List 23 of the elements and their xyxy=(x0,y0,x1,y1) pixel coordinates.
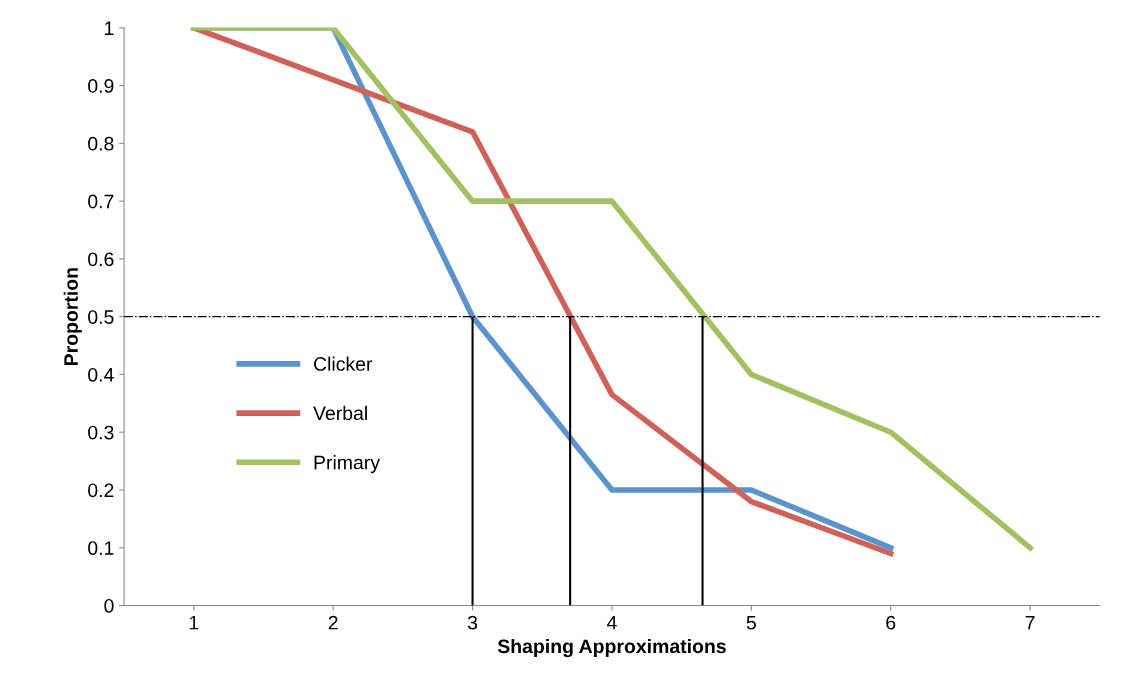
x-tick-label: 1 xyxy=(189,615,199,630)
y-tick-label: 1 xyxy=(105,21,114,35)
y-axis-title: Proportion xyxy=(63,268,82,366)
y-tick-label: 0.4 xyxy=(88,367,114,382)
legend-label: Clicker xyxy=(314,356,373,371)
legend-label: Verbal xyxy=(313,405,367,421)
y-tick-label: 0.6 xyxy=(88,252,114,267)
x-tick-label: 3 xyxy=(467,615,478,630)
y-tick-label: 0.1 xyxy=(88,541,114,555)
legend-label: Primary xyxy=(314,455,380,474)
y-tick-label: 0.8 xyxy=(88,136,114,151)
y-tick-label: 0.2 xyxy=(88,483,114,498)
y-tick-label: 0 xyxy=(104,598,114,613)
y-tick-label: 0.5 xyxy=(88,310,114,324)
y-tick-label: 0.9 xyxy=(88,79,114,93)
x-tick-label: 4 xyxy=(606,615,617,630)
x-tick-label: 6 xyxy=(886,615,896,630)
y-tick-label: 0.3 xyxy=(88,425,114,440)
x-tick-label: 7 xyxy=(1025,615,1035,630)
x-tick-label: 5 xyxy=(746,615,756,630)
x-tick-label: 2 xyxy=(328,615,338,630)
y-tick-label: 0.7 xyxy=(88,194,114,209)
x-axis-title: Shaping Approximations xyxy=(497,638,726,658)
